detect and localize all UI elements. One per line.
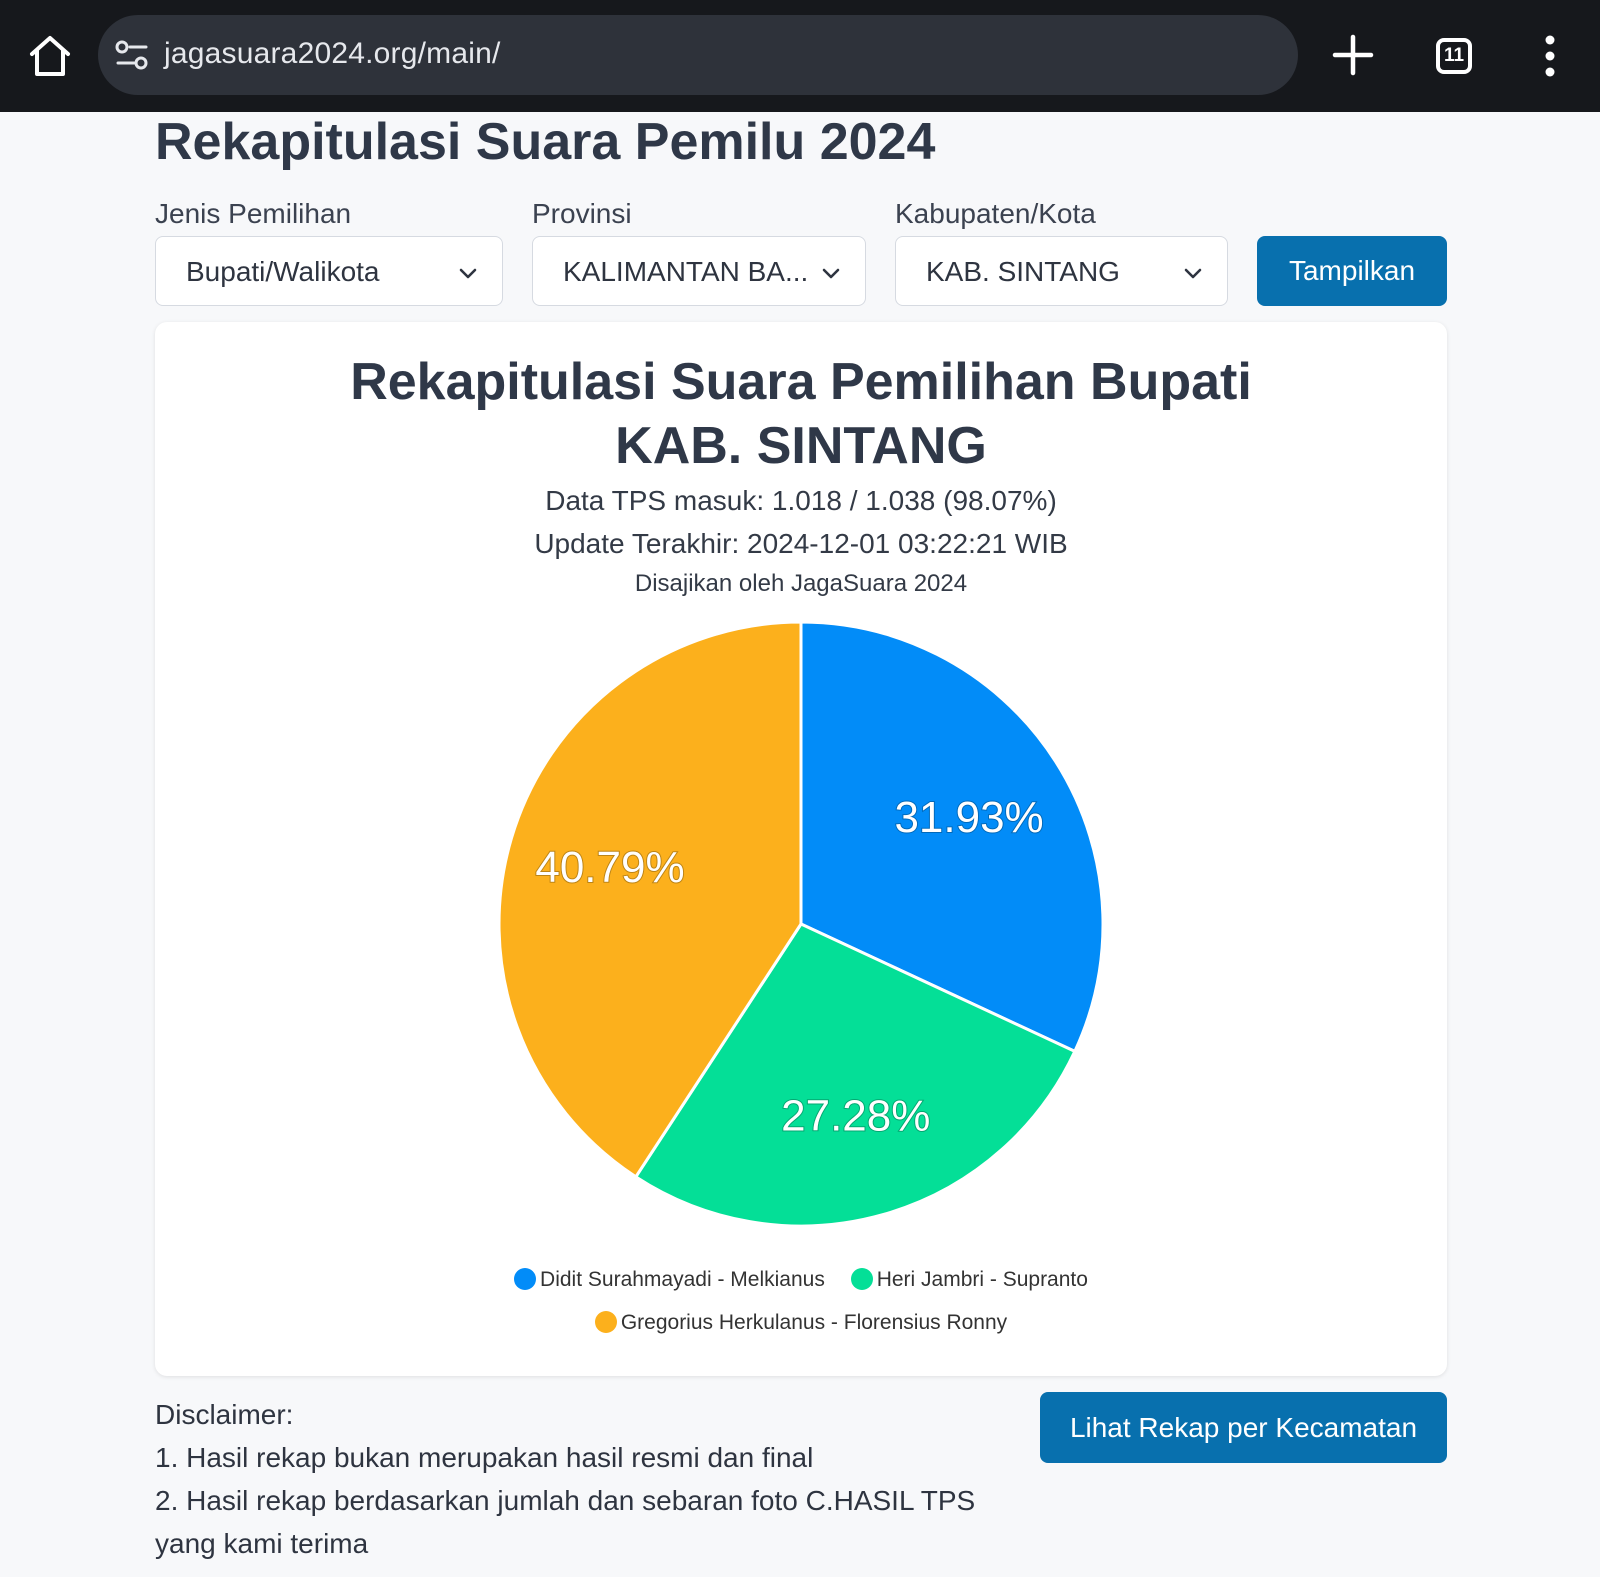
chart-source: Disajikan oleh JagaSuara 2024 <box>634 570 968 597</box>
jenis-pemilihan-value: Bupati/Walikota <box>186 256 380 287</box>
legend-label-didit: Didit Surahmayadi - Melkianus <box>540 1268 825 1291</box>
pie-chart: 31.93% 27.28% 40.79% <box>497 620 1105 1228</box>
provinsi-label: Provinsi <box>532 198 632 229</box>
kabupaten-label: Kabupaten/Kota <box>895 198 1096 229</box>
legend-row-2: Gregorius Herkulanus - Florensius Ronny <box>155 1311 1447 1335</box>
tampilkan-button[interactable]: Tampilkan <box>1257 236 1447 306</box>
kabupaten-select[interactable]: KAB. SINTANG <box>895 236 1228 306</box>
lihat-rekap-kecamatan-button[interactable]: Lihat Rekap per Kecamatan <box>1040 1392 1447 1463</box>
browser-toolbar: jagasuara2024.org/main/ 11 <box>0 0 1600 112</box>
pie-label-gregorius: 40.79% <box>535 843 684 892</box>
more-vert-icon[interactable] <box>1535 30 1565 82</box>
chart-card: Rekapitulasi Suara Pemilihan Bupati KAB.… <box>155 322 1447 1376</box>
disclaimer-item-1: 1. Hasil rekap bukan merupakan hasil res… <box>155 1442 814 1473</box>
jenis-pemilihan-select[interactable]: Bupati/Walikota <box>155 236 503 306</box>
pie-slice-gregorius[interactable] <box>497 620 803 1179</box>
home-icon[interactable] <box>24 30 76 82</box>
page-title: Rekapitulasi Suara Pemilu 2024 <box>155 113 936 171</box>
site-settings-icon[interactable] <box>114 37 150 73</box>
chevron-down-icon <box>822 268 840 279</box>
chevron-down-icon <box>1184 268 1202 279</box>
disclaimer-item-2: 2. Hasil rekap berdasarkan jumlah dan se… <box>155 1485 976 1559</box>
disclaimer-title: Disclaimer: <box>155 1399 294 1430</box>
legend-item-didit[interactable]: Didit Surahmayadi - Melkianus <box>514 1268 825 1292</box>
pie-slice-heri[interactable] <box>633 922 1077 1228</box>
legend-item-heri[interactable]: Heri Jambri - Supranto <box>850 1268 1088 1292</box>
disclaimer: Disclaimer: 1. Hasil rekap bukan merupak… <box>155 1393 1015 1565</box>
provinsi-value: KALIMANTAN BA... <box>563 256 809 287</box>
chart-title-line2: KAB. SINTANG <box>615 417 987 475</box>
pie-label-heri: 27.28% <box>781 1092 930 1141</box>
legend-item-gregorius[interactable]: Gregorius Herkulanus - Florensius Ronny <box>594 1311 1008 1335</box>
address-bar[interactable]: jagasuara2024.org/main/ <box>98 15 1298 95</box>
url-text[interactable]: jagasuara2024.org/main/ <box>164 37 501 70</box>
legend-row-1: Didit Surahmayadi - Melkianus Heri Jambr… <box>155 1268 1447 1292</box>
pie-slice-didit[interactable] <box>799 620 1105 1054</box>
kabupaten-value: KAB. SINTANG <box>926 256 1120 287</box>
legend-label-gregorius: Gregorius Herkulanus - Florensius Ronny <box>620 1311 1008 1334</box>
legend-swatch-heri <box>850 1268 873 1290</box>
plus-icon[interactable] <box>1328 30 1378 80</box>
legend-label-heri: Heri Jambri - Supranto <box>876 1268 1088 1291</box>
tps-info: Data TPS masuk: 1.018 / 1.038 (98.07%) <box>545 485 1057 516</box>
last-update: Update Terakhir: 2024-12-01 03:22:21 WIB <box>534 528 1068 559</box>
provinsi-select[interactable]: KALIMANTAN BA... <box>532 236 866 306</box>
jenis-pemilihan-label: Jenis Pemilihan <box>155 198 352 229</box>
legend-swatch-gregorius <box>594 1311 617 1333</box>
chart-title-line1: Rekapitulasi Suara Pemilihan Bupati <box>350 353 1252 411</box>
pie-label-didit: 31.93% <box>894 793 1043 842</box>
chevron-down-icon <box>459 268 477 279</box>
legend-swatch-didit <box>514 1268 537 1290</box>
tabs-icon[interactable]: 11 <box>1436 38 1472 74</box>
